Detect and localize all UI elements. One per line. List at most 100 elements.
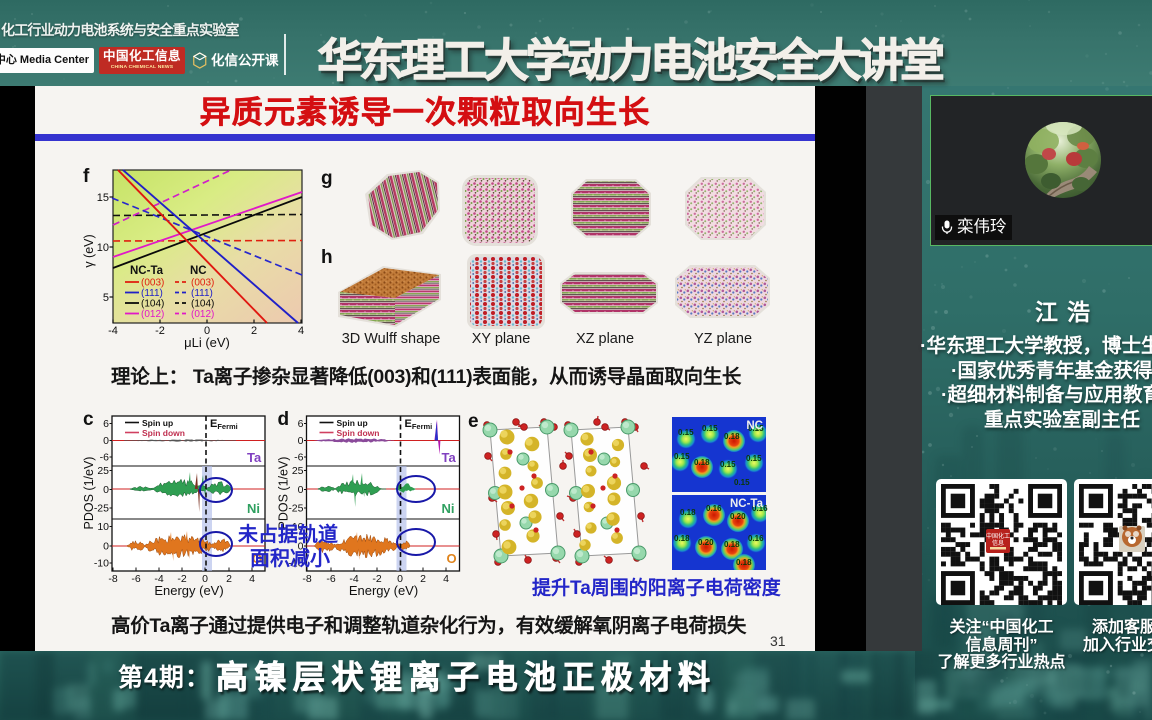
svg-text:O: O	[447, 551, 457, 566]
svg-text:0.15: 0.15	[720, 460, 736, 469]
svg-text:15: 15	[97, 192, 109, 204]
svg-text:-25: -25	[94, 503, 109, 515]
svg-text:h: h	[321, 247, 333, 268]
svg-text:10: 10	[292, 521, 304, 533]
svg-text:0.15: 0.15	[678, 428, 694, 437]
svg-text:NC-Ta: NC-Ta	[130, 265, 164, 277]
svg-text:0.18: 0.18	[680, 508, 696, 517]
svg-text:0.20: 0.20	[730, 512, 746, 521]
svg-text:0: 0	[103, 541, 109, 553]
svg-text:4: 4	[249, 573, 255, 585]
svg-text:-2: -2	[372, 573, 381, 585]
svg-text:-6: -6	[326, 573, 335, 585]
svg-text:Spin down: Spin down	[337, 428, 380, 438]
svg-text:(003): (003)	[191, 278, 214, 289]
svg-text:0: 0	[298, 435, 304, 447]
svg-text:-6: -6	[131, 573, 140, 585]
svg-text:(012): (012)	[141, 309, 164, 320]
svg-text:-4: -4	[108, 325, 118, 337]
svg-text:(104): (104)	[141, 299, 164, 310]
svg-text:0: 0	[204, 325, 210, 337]
svg-text:-10: -10	[94, 558, 109, 570]
svg-text:d: d	[278, 409, 290, 430]
svg-text:(104): (104)	[191, 299, 214, 310]
svg-text:-2: -2	[155, 325, 165, 337]
svg-text:Ta: Ta	[442, 450, 457, 465]
svg-text:0.16: 0.16	[706, 504, 722, 513]
svg-text:-10: -10	[288, 558, 303, 570]
svg-text:0.15: 0.15	[748, 424, 764, 433]
svg-text:g: g	[321, 168, 333, 189]
svg-text:NC-Ta: NC-Ta	[730, 498, 764, 510]
svg-text:0.18: 0.18	[674, 534, 690, 543]
svg-text:-2: -2	[177, 573, 186, 585]
svg-text:Spin up: Spin up	[337, 418, 368, 428]
svg-text:Ni: Ni	[442, 501, 455, 516]
svg-text:Energy (eV): Energy (eV)	[154, 583, 223, 598]
svg-text:10: 10	[97, 521, 109, 533]
svg-text:4: 4	[298, 325, 304, 337]
svg-text:γ (eV): γ (eV)	[82, 234, 96, 267]
svg-text:3D Wulff shape: 3D Wulff shape	[342, 331, 441, 347]
svg-text:0.18: 0.18	[724, 540, 740, 549]
svg-text:(003): (003)	[141, 278, 164, 289]
svg-text:0.15: 0.15	[674, 452, 690, 461]
svg-text:PDOS (1/eV): PDOS (1/eV)	[277, 457, 291, 530]
svg-text:(012): (012)	[191, 309, 214, 320]
svg-text:0.18: 0.18	[694, 458, 710, 467]
svg-text:Ta: Ta	[247, 450, 262, 465]
svg-text:c: c	[83, 409, 94, 430]
svg-text:-6: -6	[100, 452, 109, 464]
svg-text:O: O	[252, 551, 262, 566]
svg-text:NC: NC	[746, 420, 763, 432]
svg-text:5: 5	[103, 292, 109, 304]
svg-text:EFermi: EFermi	[210, 418, 238, 431]
svg-text:0: 0	[397, 573, 403, 585]
svg-text:Energy (eV): Energy (eV)	[349, 583, 418, 598]
svg-text:YZ plane: YZ plane	[694, 331, 752, 347]
svg-text:0.20: 0.20	[698, 538, 714, 547]
svg-text:0.16: 0.16	[752, 504, 768, 513]
svg-text:-8: -8	[302, 573, 311, 585]
svg-text:PDOS (1/eV): PDOS (1/eV)	[82, 457, 96, 530]
svg-text:Spin up: Spin up	[142, 418, 173, 428]
svg-text:NC: NC	[190, 265, 207, 277]
svg-text:XY plane: XY plane	[472, 331, 531, 347]
svg-text:Ni: Ni	[247, 501, 260, 516]
svg-text:-25: -25	[288, 503, 303, 515]
svg-text:2: 2	[420, 573, 426, 585]
svg-text:0: 0	[298, 541, 304, 553]
svg-text:2: 2	[251, 325, 257, 337]
svg-text:(111): (111)	[141, 288, 163, 299]
svg-text:4: 4	[443, 573, 449, 585]
svg-text:-4: -4	[349, 573, 358, 585]
svg-text:EFermi: EFermi	[405, 418, 433, 431]
svg-text:0.18: 0.18	[724, 432, 740, 441]
svg-text:25: 25	[97, 465, 109, 477]
svg-text:(111): (111)	[191, 288, 213, 299]
svg-text:μLi (eV): μLi (eV)	[184, 335, 230, 350]
svg-text:2: 2	[226, 573, 232, 585]
svg-text:0.16: 0.16	[748, 534, 764, 543]
svg-text:0.18: 0.18	[736, 558, 752, 567]
svg-text:-8: -8	[108, 573, 117, 585]
svg-text:-6: -6	[294, 452, 303, 464]
svg-text:0: 0	[103, 484, 109, 496]
svg-text:10: 10	[97, 242, 109, 254]
svg-text:XZ plane: XZ plane	[576, 331, 634, 347]
svg-text:中国化工: 中国化工	[986, 532, 1010, 540]
svg-text:0.15: 0.15	[702, 424, 718, 433]
svg-text:信息: 信息	[992, 539, 1004, 547]
svg-text:0: 0	[298, 484, 304, 496]
svg-text:25: 25	[292, 465, 304, 477]
svg-text:f: f	[83, 166, 90, 187]
svg-text:0: 0	[103, 435, 109, 447]
svg-text:e: e	[468, 411, 479, 432]
svg-text:6: 6	[298, 418, 304, 430]
svg-text:Spin down: Spin down	[142, 428, 185, 438]
svg-text:0.15: 0.15	[746, 454, 762, 463]
svg-text:0: 0	[202, 573, 208, 585]
svg-text:6: 6	[103, 418, 109, 430]
svg-text:-4: -4	[154, 573, 163, 585]
svg-text:0.15: 0.15	[734, 478, 750, 487]
